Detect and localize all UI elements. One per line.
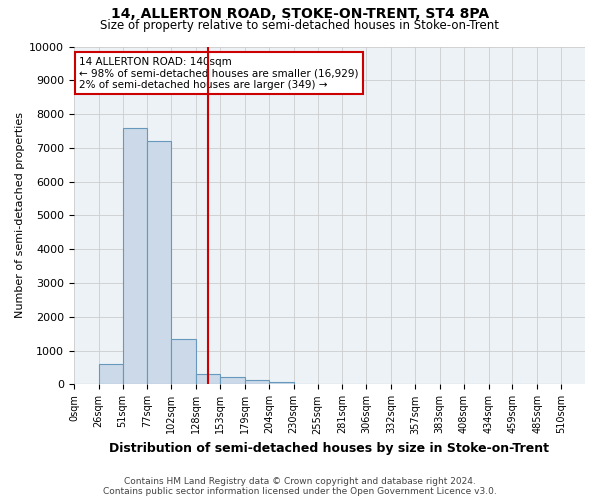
Bar — [220, 376, 245, 384]
Text: Contains HM Land Registry data © Crown copyright and database right 2024.
Contai: Contains HM Land Registry data © Crown c… — [103, 476, 497, 496]
Text: 14 ALLERTON ROAD: 140sqm
← 98% of semi-detached houses are smaller (16,929)
2% o: 14 ALLERTON ROAD: 140sqm ← 98% of semi-d… — [79, 56, 359, 90]
Bar — [122, 128, 148, 384]
X-axis label: Distribution of semi-detached houses by size in Stoke-on-Trent: Distribution of semi-detached houses by … — [109, 442, 550, 455]
Bar — [148, 141, 172, 384]
Bar — [172, 339, 196, 384]
Bar — [99, 364, 122, 384]
Bar — [269, 382, 293, 384]
Bar — [245, 380, 269, 384]
Y-axis label: Number of semi-detached properties: Number of semi-detached properties — [15, 112, 25, 318]
Text: 14, ALLERTON ROAD, STOKE-ON-TRENT, ST4 8PA: 14, ALLERTON ROAD, STOKE-ON-TRENT, ST4 8… — [111, 8, 489, 22]
Bar — [196, 374, 220, 384]
Text: Size of property relative to semi-detached houses in Stoke-on-Trent: Size of property relative to semi-detach… — [101, 19, 499, 32]
